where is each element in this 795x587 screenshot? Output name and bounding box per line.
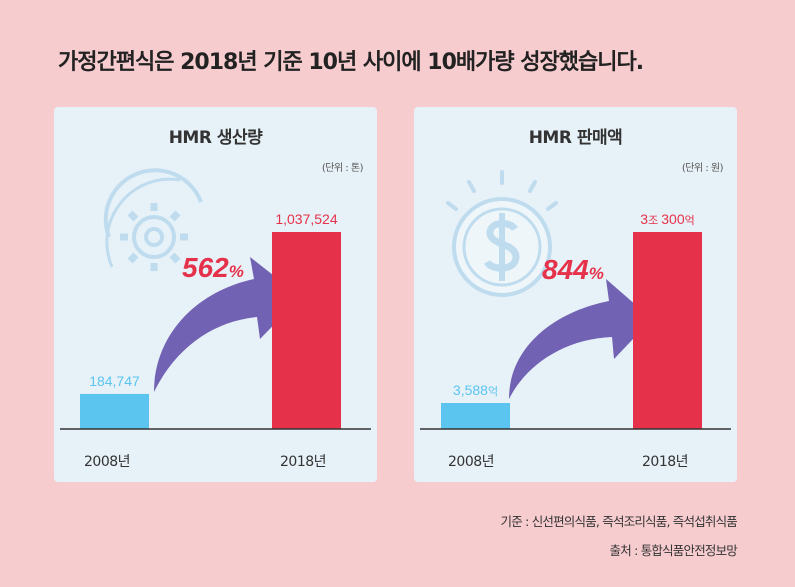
- growth-rate-label: 844%: [542, 254, 604, 285]
- value-unit-eok: 억: [685, 214, 695, 227]
- value-number: 3,588: [453, 382, 488, 398]
- chart-title: HMR 생산량: [168, 128, 263, 148]
- page-title: 가정간편식은 2018년 기준 10년 사이에 10배가량 성장했습니다.: [58, 50, 644, 75]
- growth-rate-value: 844: [542, 254, 589, 285]
- bar-2018: [272, 232, 341, 429]
- growth-rate-value: 562: [182, 252, 229, 283]
- growth-rate-suffix: %: [229, 262, 244, 281]
- unit-label: (단위 : 원): [681, 163, 724, 174]
- x-tick-label-2008: 2008년: [448, 454, 495, 470]
- bar-2008: [80, 393, 149, 429]
- bar-value-label-2008: 3,588억: [453, 382, 498, 398]
- value-number-2: 300: [661, 211, 685, 227]
- value-unit-jo: 조: [648, 215, 661, 227]
- sales-chart-card: HMR 판매액 (단위 : 원) 3,588억 3조 300억 844%: [414, 107, 737, 482]
- bar-value-label-2008: 184,747: [89, 373, 140, 389]
- sales-chart: 3,588억 3조 300억 844%: [420, 170, 731, 430]
- growth-rate-label: 562%: [182, 252, 244, 283]
- bar-2018: [633, 232, 702, 429]
- production-chart-card: HMR 생산량 (단위 : 톤) 184,747 1,0: [54, 107, 377, 482]
- growth-arrow: [154, 257, 301, 392]
- x-tick-label-2018: 2018년: [280, 454, 327, 470]
- footnote-source: 출처 : 통합식품안전정보망: [609, 543, 738, 558]
- value-unit: 억: [488, 385, 498, 398]
- bar-2008: [441, 403, 510, 429]
- gear-icon: [103, 168, 203, 271]
- dollar-coin-icon: [446, 170, 558, 297]
- growth-rate-suffix: %: [589, 264, 604, 283]
- x-tick-label-2018: 2018년: [642, 454, 689, 470]
- x-tick-label-2008: 2008년: [84, 454, 131, 470]
- chart-title: HMR 판매액: [528, 128, 623, 148]
- value-number: 3: [640, 211, 648, 227]
- growth-arrow: [509, 279, 652, 399]
- production-chart: 184,747 1,037,524 562%: [60, 168, 371, 430]
- footnote-basis: 기준 : 신선편의식품, 즉석조리식품, 즉석섭취식품: [500, 514, 738, 529]
- bar-value-label-2018: 3조 300억: [640, 211, 694, 227]
- bar-value-label-2018: 1,037,524: [275, 211, 337, 227]
- unit-label: (단위 : 톤): [321, 163, 364, 174]
